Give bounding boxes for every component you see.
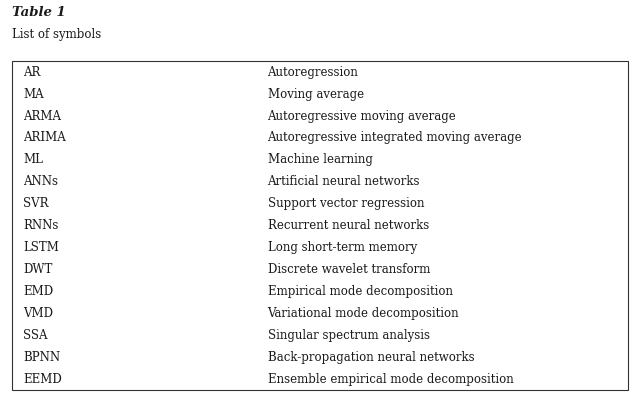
Text: EMD: EMD bbox=[23, 285, 53, 298]
Text: Machine learning: Machine learning bbox=[268, 153, 372, 166]
Text: Autoregression: Autoregression bbox=[268, 66, 358, 79]
Text: Discrete wavelet transform: Discrete wavelet transform bbox=[268, 263, 430, 276]
Text: Variational mode decomposition: Variational mode decomposition bbox=[268, 307, 459, 320]
Text: Recurrent neural networks: Recurrent neural networks bbox=[268, 219, 429, 232]
Text: SSA: SSA bbox=[23, 329, 47, 342]
Text: MA: MA bbox=[23, 88, 44, 101]
Text: Back-propagation neural networks: Back-propagation neural networks bbox=[268, 351, 474, 364]
Text: EEMD: EEMD bbox=[23, 373, 62, 386]
Text: BPNN: BPNN bbox=[23, 351, 60, 364]
Text: Singular spectrum analysis: Singular spectrum analysis bbox=[268, 329, 429, 342]
Text: Long short-term memory: Long short-term memory bbox=[268, 241, 417, 254]
Text: Empirical mode decomposition: Empirical mode decomposition bbox=[268, 285, 452, 298]
Text: RNNs: RNNs bbox=[23, 219, 58, 232]
Text: ANNs: ANNs bbox=[23, 175, 58, 188]
Text: AR: AR bbox=[23, 66, 40, 79]
Text: Support vector regression: Support vector regression bbox=[268, 198, 424, 210]
Text: ARIMA: ARIMA bbox=[23, 132, 66, 145]
Text: SVR: SVR bbox=[23, 198, 49, 210]
Text: Moving average: Moving average bbox=[268, 88, 364, 101]
Text: DWT: DWT bbox=[23, 263, 52, 276]
Text: Ensemble empirical mode decomposition: Ensemble empirical mode decomposition bbox=[268, 373, 513, 386]
Text: ARMA: ARMA bbox=[23, 109, 61, 122]
Text: Table 1: Table 1 bbox=[12, 6, 65, 19]
Text: LSTM: LSTM bbox=[23, 241, 59, 254]
Text: Artificial neural networks: Artificial neural networks bbox=[268, 175, 420, 188]
Text: List of symbols: List of symbols bbox=[12, 28, 100, 41]
Text: ML: ML bbox=[23, 153, 43, 166]
Text: Autoregressive integrated moving average: Autoregressive integrated moving average bbox=[268, 132, 522, 145]
Text: VMD: VMD bbox=[23, 307, 53, 320]
Text: Autoregressive moving average: Autoregressive moving average bbox=[268, 109, 456, 122]
